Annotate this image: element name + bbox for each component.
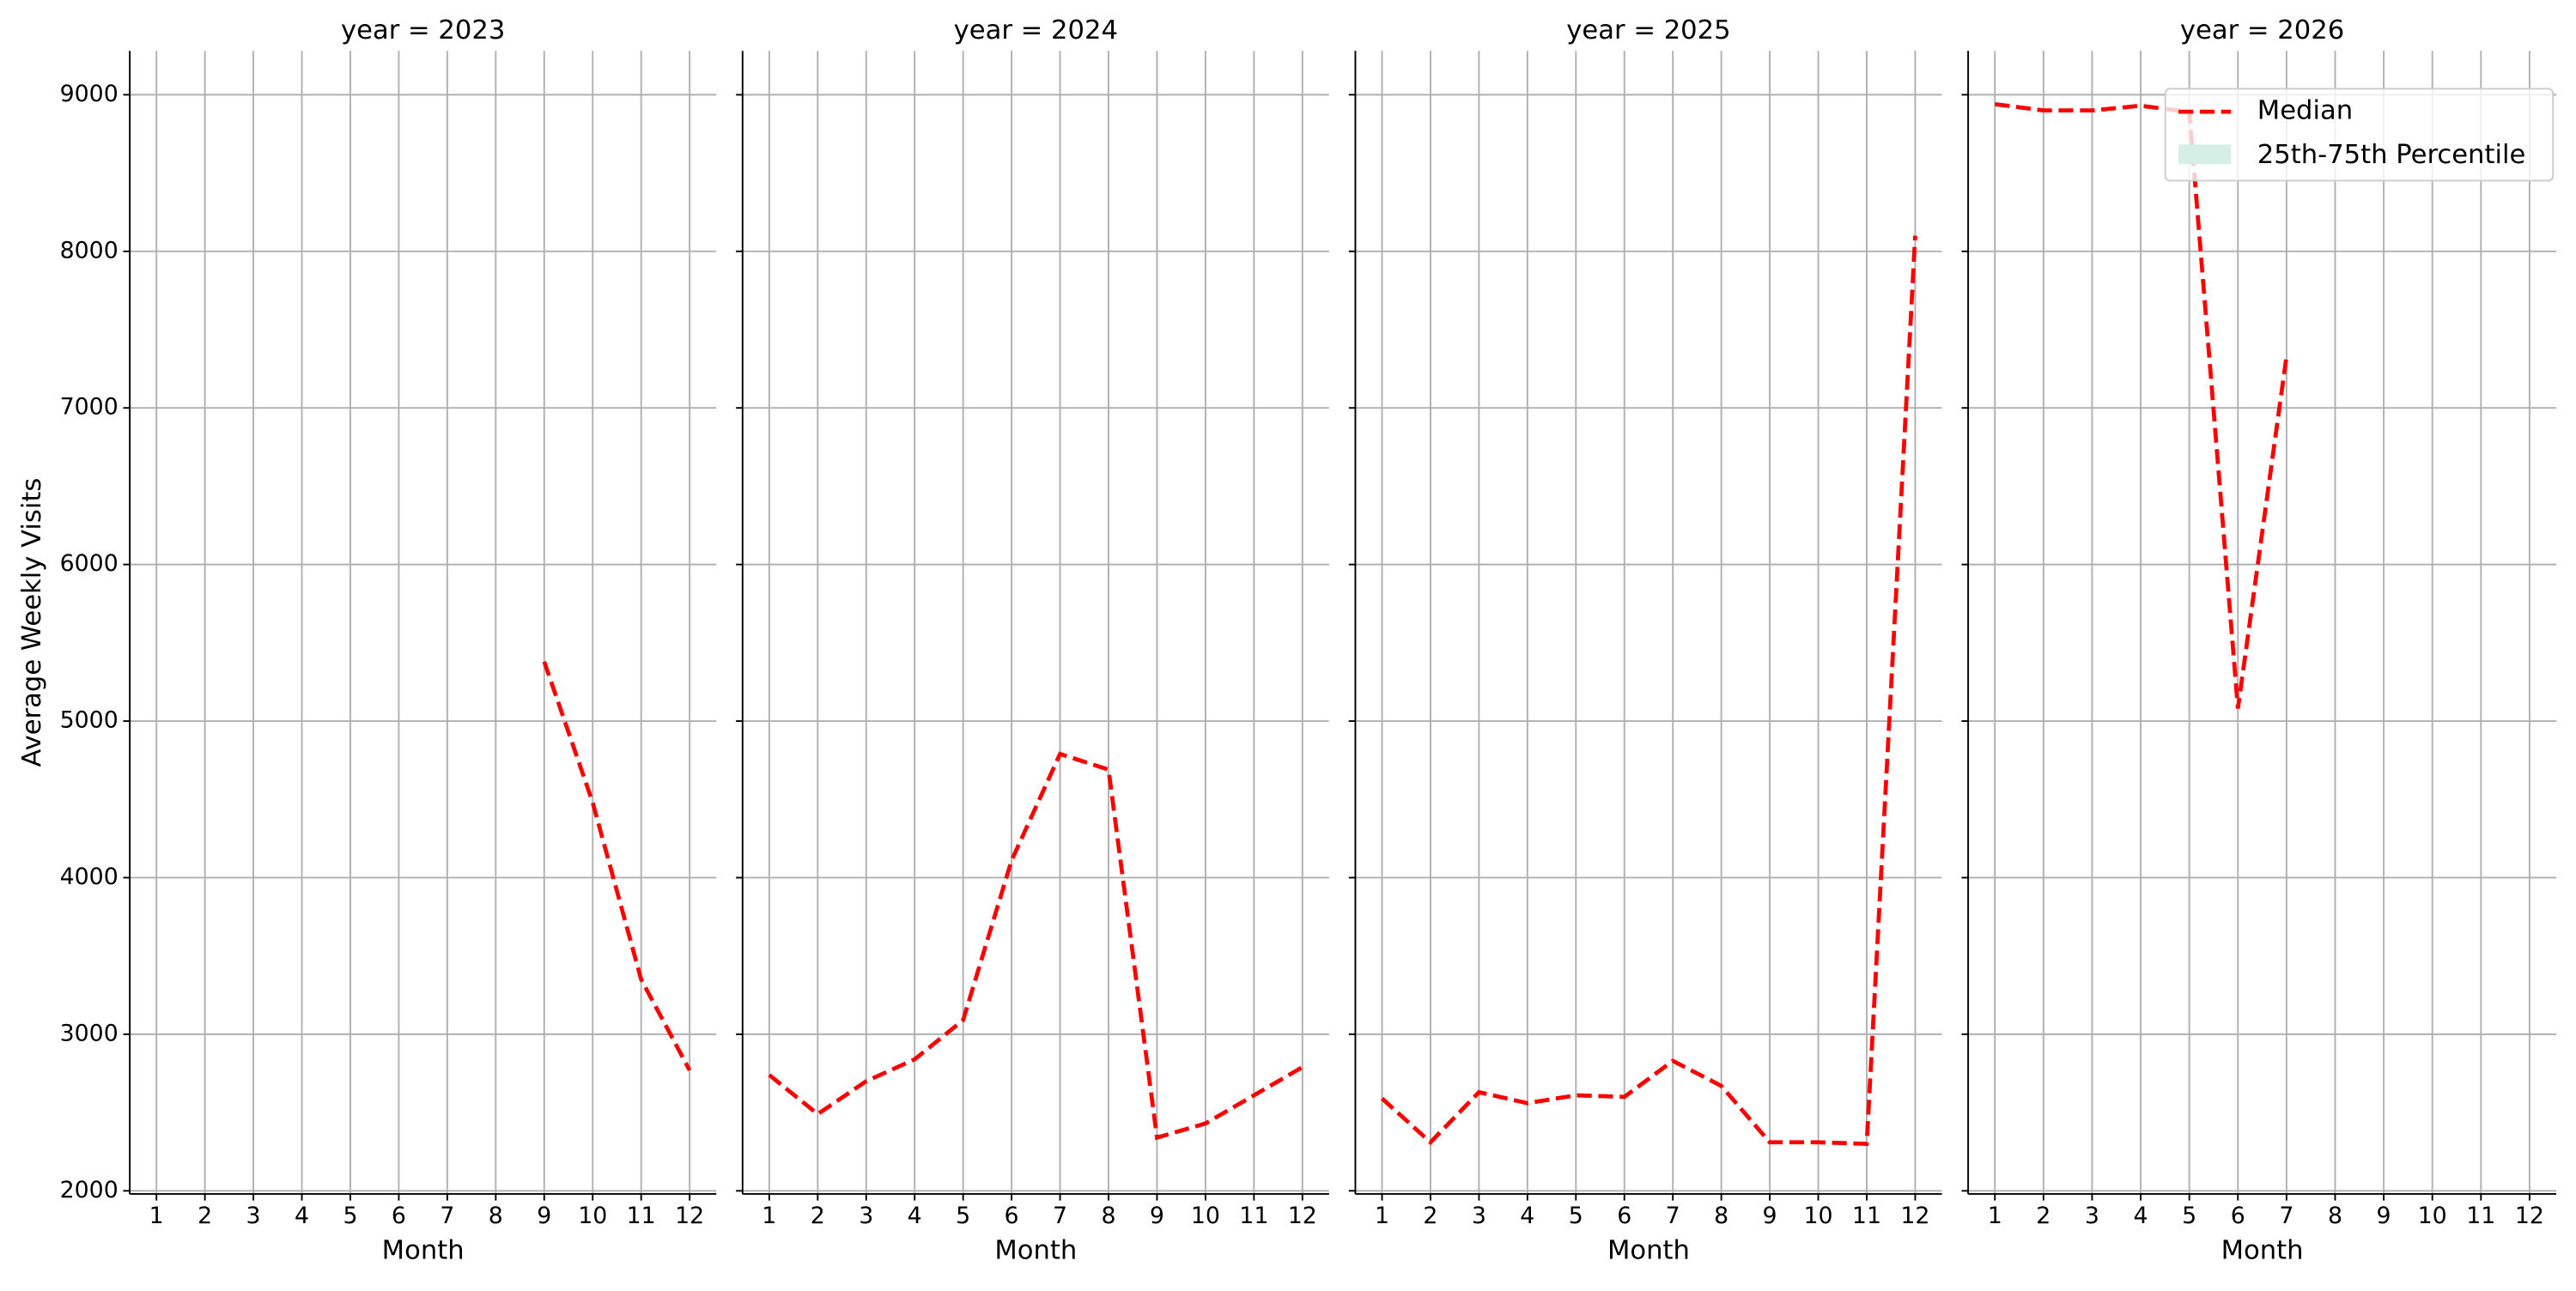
y-tick-label: 9000 [60,81,118,107]
x-tick-label: 10 [1804,1203,1833,1229]
legend-swatch [2178,144,2232,165]
legend-label: Median [2257,96,2353,126]
x-tick-label: 2 [811,1203,825,1229]
x-tick-label: 4 [908,1203,922,1229]
x-tick-label: 3 [859,1203,873,1229]
x-tick-label: 3 [246,1203,261,1229]
panel-title: year = 2024 [954,15,1118,45]
legend-label: 25th-75th Percentile [2257,140,2526,170]
x-tick-label: 10 [1191,1203,1220,1229]
x-tick-label: 1 [149,1203,164,1229]
x-tick-label: 4 [295,1203,309,1229]
x-tick-label: 7 [1666,1203,1680,1229]
x-tick-label: 5 [343,1203,357,1229]
median-line [768,751,1303,1141]
x-tick-label: 1 [1988,1203,2002,1229]
median-line [542,660,692,1071]
x-tick-label: 2 [1423,1203,1437,1229]
x-tick-label: 8 [1714,1203,1728,1229]
x-tick-label: 7 [440,1203,454,1229]
panel-title: year = 2023 [341,15,505,45]
x-tick-label: 3 [2085,1203,2099,1229]
x-tick-label: 2 [197,1203,212,1229]
x-tick-label: 6 [1005,1203,1019,1229]
x-tick-label: 5 [956,1203,970,1229]
x-tick-label: 11 [1239,1203,1268,1229]
x-tick-label: 11 [2466,1203,2495,1229]
x-axis-label: Month [1607,1235,1690,1265]
x-tick-label: 2 [2036,1203,2050,1229]
x-tick-label: 7 [2279,1203,2293,1229]
x-tick-label: 8 [489,1203,503,1229]
x-tick-label: 12 [1288,1203,1317,1229]
x-tick-label: 1 [762,1203,776,1229]
y-tick-label: 8000 [60,237,118,264]
legend-box [2164,88,2555,182]
x-tick-label: 3 [1472,1203,1486,1229]
x-tick-label: 12 [2515,1203,2544,1229]
x-tick-label: 9 [1150,1203,1164,1229]
x-tick-label: 12 [675,1203,704,1229]
x-tick-label: 9 [2377,1203,2391,1229]
x-tick-label: 10 [2418,1203,2447,1229]
x-tick-label: 1 [1375,1203,1389,1229]
x-tick-label: 8 [1101,1203,1115,1229]
x-axis-label: Month [382,1235,465,1265]
x-tick-label: 5 [1569,1203,1583,1229]
y-tick-label: 6000 [60,550,118,577]
x-tick-label: 4 [2134,1203,2148,1229]
x-tick-label: 5 [2182,1203,2196,1229]
x-tick-label: 6 [2231,1203,2245,1229]
x-tick-label: 6 [392,1203,406,1229]
x-axis-label: Month [2221,1235,2304,1265]
y-tick-label: 4000 [60,864,118,890]
median-line [1380,235,1917,1147]
x-axis-label: Month [994,1235,1077,1265]
x-tick-label: 12 [1900,1203,1929,1229]
x-tick-label: 11 [1852,1203,1881,1229]
x-tick-label: 6 [1617,1203,1631,1229]
y-tick-label: 5000 [60,707,118,734]
x-tick-label: 4 [1520,1203,1534,1229]
y-tick-label: 7000 [60,394,118,421]
x-tick-label: 8 [2328,1203,2342,1229]
x-tick-label: 10 [578,1203,607,1229]
median-line [1994,101,2289,709]
x-tick-label: 9 [537,1203,551,1229]
y-axis-label: Average Weekly Visits [17,478,47,767]
y-tick-label: 2000 [60,1177,118,1203]
x-tick-label: 9 [1763,1203,1777,1229]
x-tick-label: 7 [1053,1203,1067,1229]
y-tick-label: 3000 [60,1020,118,1046]
panel-title: year = 2026 [2180,15,2344,45]
panel-title: year = 2025 [1566,15,1730,45]
x-tick-label: 11 [627,1203,656,1229]
